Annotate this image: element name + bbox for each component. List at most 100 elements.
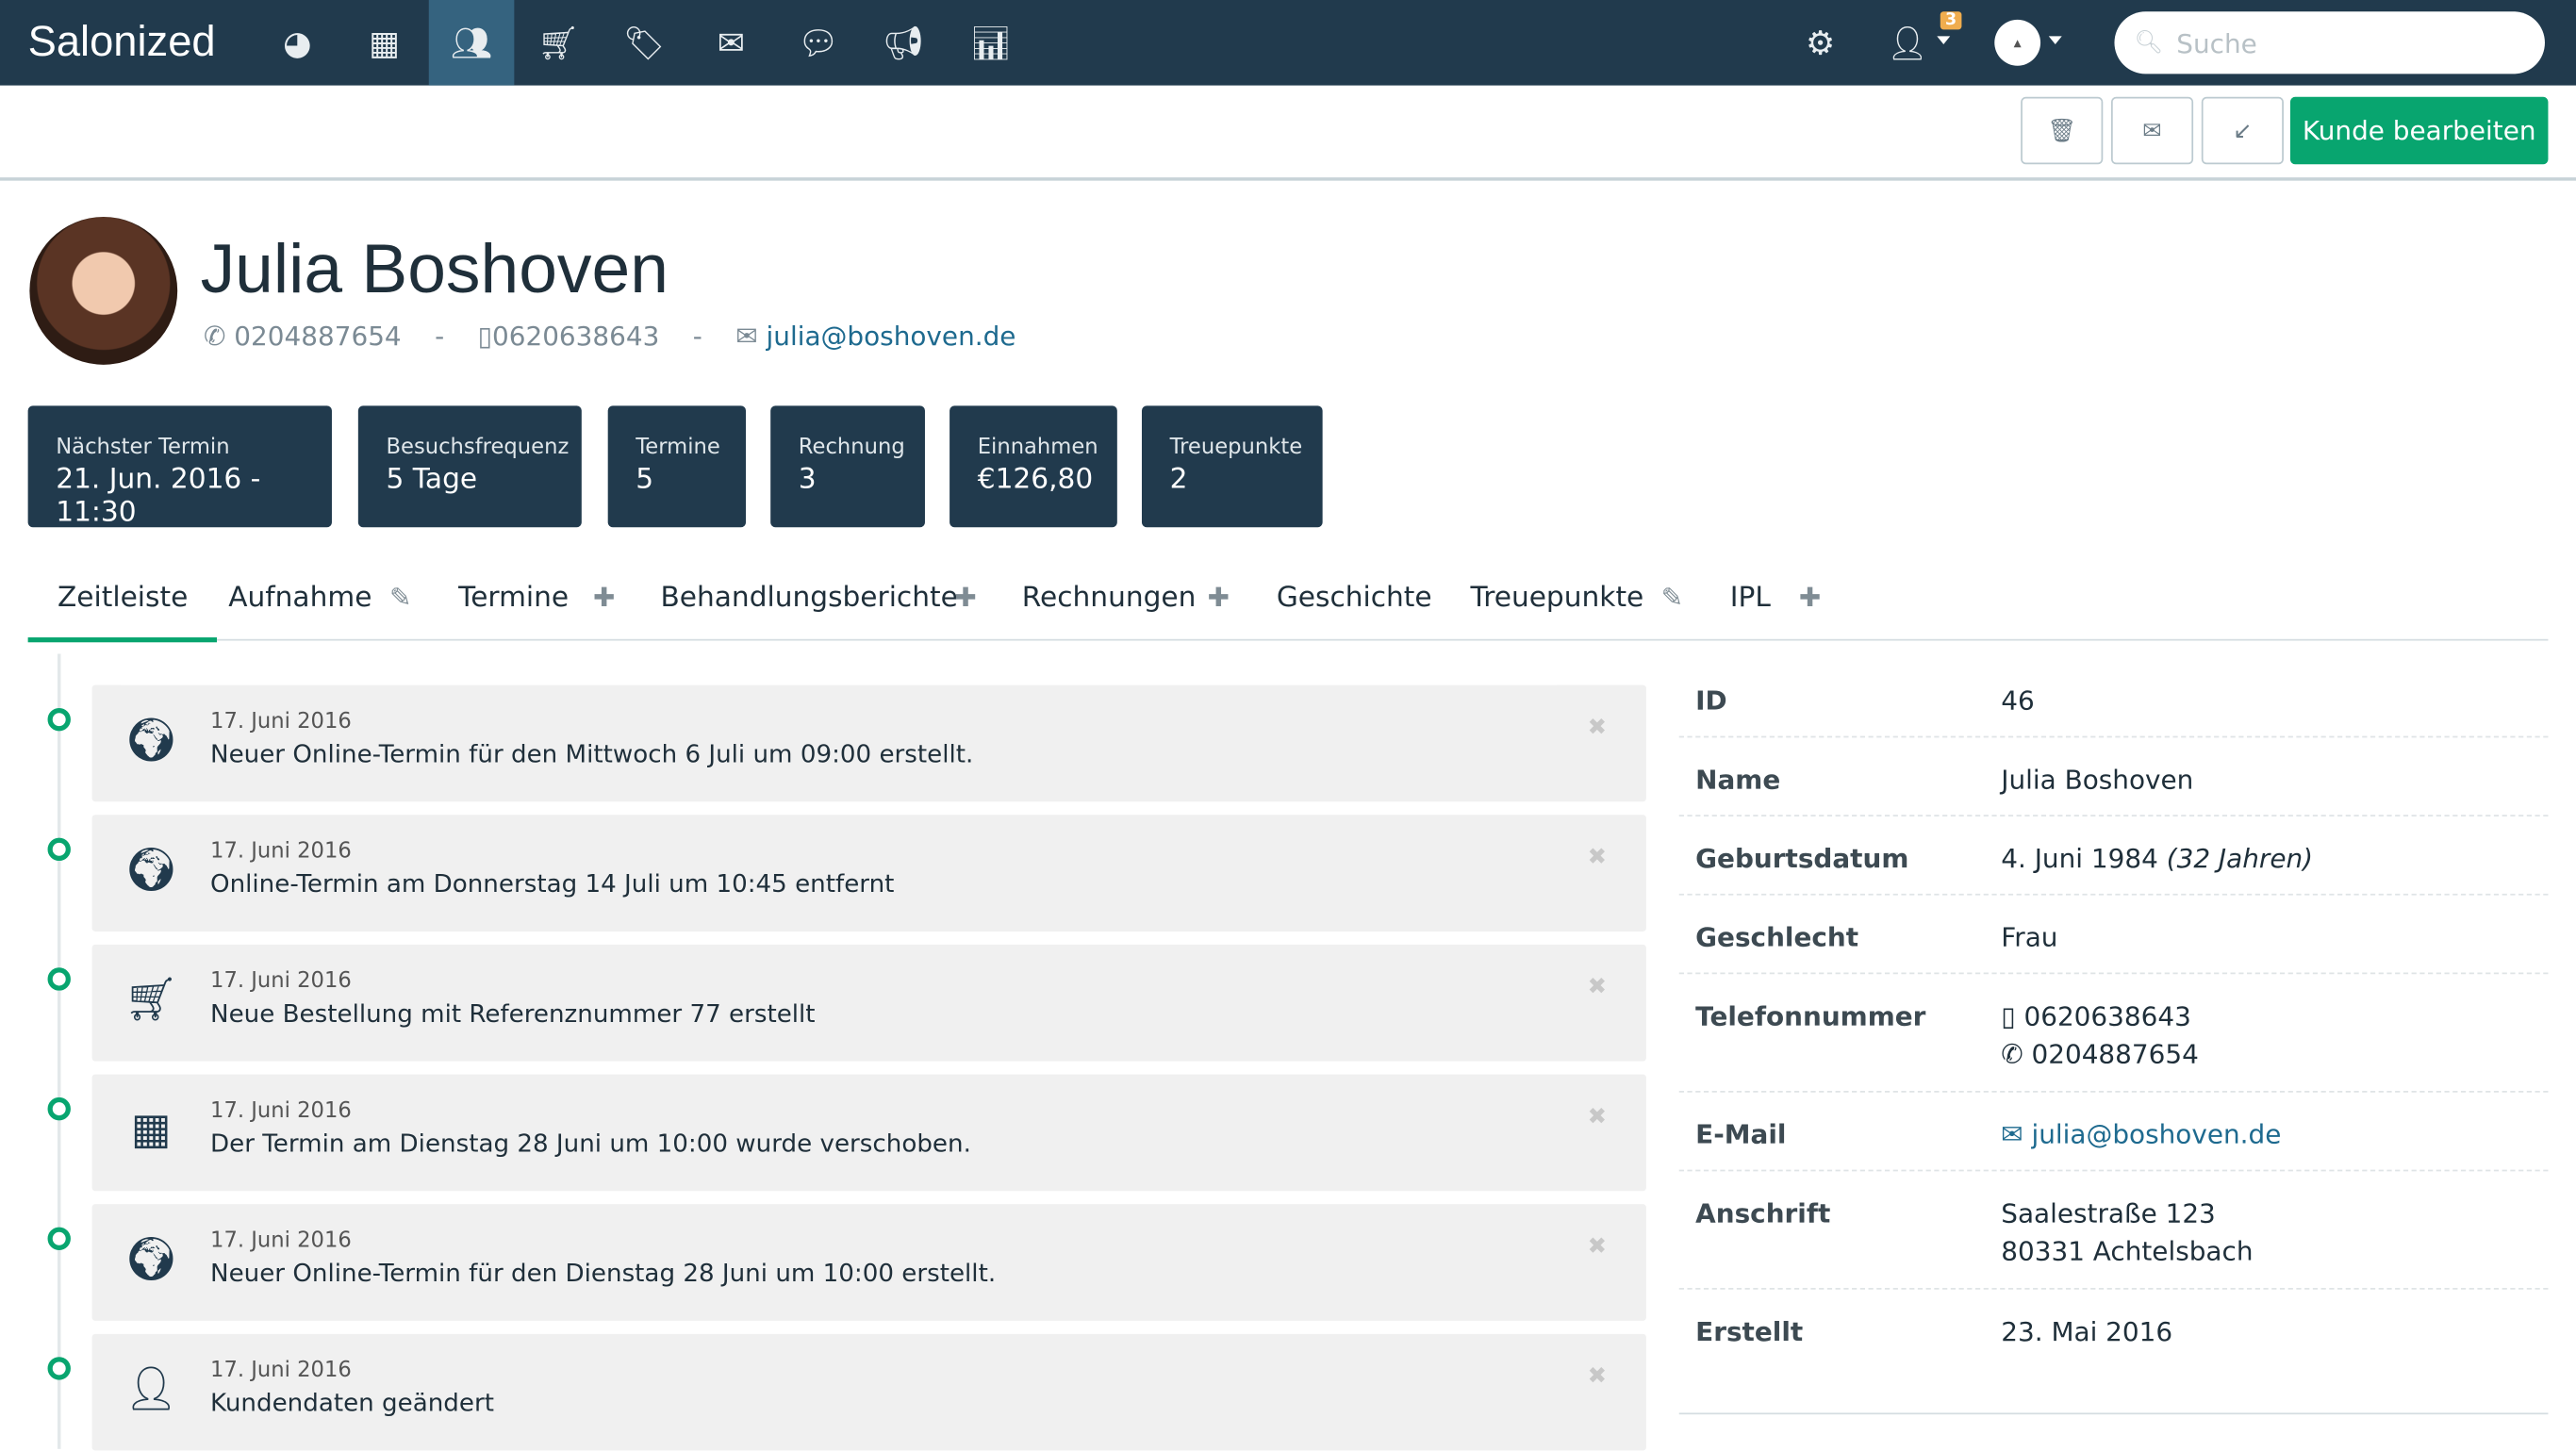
tab-zeitleiste[interactable]: Zeitleiste [27, 581, 219, 643]
detail-phone: Telefonnummer ▯ 0620638643 ✆ 0204887654 [1678, 974, 2549, 1093]
detail-label: Geschlecht [1695, 921, 1859, 953]
customer-name: Julia Boshoven [200, 229, 669, 307]
cart-icon[interactable]: 🛒︎ [537, 23, 580, 63]
delete-button[interactable]: 🗑︎ [2021, 96, 2104, 165]
timeline-line [57, 653, 61, 1449]
close-icon[interactable]: ✖ [1587, 844, 1608, 871]
plus-icon[interactable]: ✚ [1207, 581, 1230, 613]
user-icon: 👤︎ [124, 1364, 179, 1415]
merge-button[interactable]: ↙ [2201, 96, 2284, 165]
tab-geschichte[interactable]: Geschichte [1276, 581, 1432, 615]
phone-number: 0204887654 [2031, 1038, 2199, 1070]
timeline-item: ▦ 17. Juni 2016 Der Termin am Dienstag 2… [91, 1074, 1646, 1192]
brand-logo[interactable]: Salonized [27, 16, 216, 66]
phone-icon: ✆ [204, 320, 226, 352]
timeline-text: Online-Termin am Donnerstag 14 Juli um 1… [210, 868, 895, 899]
stat-next-appointment: Nächster Termin 21. Jun. 2016 - 11:30 [27, 405, 332, 529]
stat-invoices: Rechnung 3 [770, 405, 925, 528]
settings-gears-icon[interactable]: ⚙︎ [1805, 23, 1836, 63]
envelope-icon: ✉︎ [735, 320, 758, 352]
close-icon[interactable]: ✖ [1587, 714, 1608, 741]
close-icon[interactable]: ✖ [1587, 1363, 1608, 1391]
separator: - [692, 320, 702, 352]
phone-number: 0204887654 [234, 320, 402, 352]
mobile-number: 0620638643 [491, 320, 660, 352]
close-icon[interactable]: ✖ [1587, 1103, 1608, 1130]
stat-value: €126,80 [977, 463, 1094, 497]
timeline-item: 🌍︎ 17. Juni 2016 Online-Termin am Donner… [91, 815, 1646, 932]
tab-ipl[interactable]: IPL [1729, 581, 1771, 615]
cart-icon: 🛒︎ [124, 975, 179, 1026]
search-box: 🔍︎ [2114, 11, 2545, 74]
detail-label: E-Mail [1695, 1118, 1787, 1150]
customer-tabs: Zeitleiste Aufnahme ✎ Termine ✚ Behandlu… [27, 567, 2549, 643]
timeline-date: 17. Juni 2016 [210, 1098, 352, 1124]
envelope-icon[interactable]: ✉︎ [717, 23, 745, 63]
compress-icon: ↙ [2233, 117, 2253, 144]
tab-aufnahme[interactable]: Aufnahme [228, 581, 372, 615]
detail-value: ▯ 0620638643 ✆ 0204887654 [2001, 998, 2199, 1073]
detail-label: Geburtsdatum [1695, 842, 1909, 874]
stat-revenue: Einnahmen €126,80 [949, 405, 1117, 528]
timeline-dot [47, 1227, 71, 1250]
search-input[interactable] [2172, 25, 2509, 60]
dashboard-icon[interactable]: ◕ [283, 23, 312, 63]
action-toolbar: 🗑︎ ✉︎ ↙ Kunde bearbeiten [0, 86, 2576, 181]
detail-value: ✉︎ julia@boshoven.de [2001, 1115, 2281, 1153]
detail-value: 4. Juni 1984 (32 Jahren) [2001, 839, 2313, 877]
timeline-item: 👤︎ 17. Juni 2016 Kundendaten geändert ✖ [91, 1333, 1646, 1451]
age: (32 Jahren) [2166, 842, 2314, 874]
separator: - [435, 320, 445, 352]
user-menu-icon[interactable]: 👤︎ [1886, 23, 1929, 63]
plus-icon[interactable]: ✚ [954, 581, 977, 613]
stat-loyalty-points: Treuepunkte 2 [1141, 405, 1323, 528]
tab-behandlungsberichte[interactable]: Behandlungsberichte [660, 581, 958, 615]
tab-termine[interactable]: Termine [458, 581, 570, 615]
plus-icon[interactable]: ✚ [1798, 581, 1822, 613]
tab-treuepunkte[interactable]: Treuepunkte [1470, 581, 1644, 615]
timeline-date: 17. Juni 2016 [210, 709, 352, 734]
detail-address: Anschrift Saalestraße 123 80331 Achtelsbac… [1678, 1171, 2549, 1290]
stat-label: Rechnung [798, 435, 905, 460]
calendar-icon[interactable]: ▦ [369, 23, 401, 63]
globe-icon: 🌍︎ [124, 716, 179, 766]
close-icon[interactable]: ✖ [1587, 1233, 1608, 1261]
pencil-icon[interactable]: ✎ [1660, 581, 1683, 613]
edit-customer-button[interactable]: Kunde bearbeiten [2289, 96, 2549, 165]
stat-value: 2 [1169, 463, 1188, 497]
timeline-text: Neuer Online-Termin für den Dienstag 28 … [210, 1258, 997, 1289]
customer-avatar [29, 216, 178, 365]
mobile-number: 0620638643 [2023, 1000, 2191, 1032]
detail-created: Erstellt 23. Mai 2016 [1678, 1290, 2549, 1415]
top-navbar: Salonized ◕ ▦ 👥︎ 🛒︎ 🏷︎ ✉︎ 💬︎ 📢︎ 📊︎ ⚙︎ 👤︎… [0, 0, 2576, 86]
caret-down-icon[interactable] [2048, 36, 2062, 45]
caret-down-icon[interactable] [1937, 36, 1951, 45]
timeline-text: Kundendaten geändert [210, 1388, 494, 1418]
email-button[interactable]: ✉︎ [2110, 96, 2194, 165]
detail-value: Frau [2001, 921, 2058, 953]
chat-icon[interactable]: 💬︎ [797, 23, 839, 63]
bar-chart-icon[interactable]: 📊︎ [969, 23, 1012, 63]
detail-value: Julia Boshoven [2001, 764, 2194, 796]
salon-logo-avatar[interactable]: ▲ [1994, 19, 2041, 66]
plus-icon[interactable]: ✚ [593, 581, 616, 613]
customers-icon[interactable]: 👥︎ [428, 0, 515, 86]
notification-badge: 3 [1940, 11, 1962, 30]
timeline-item: 🛒︎ 17. Juni 2016 Neue Bestellung mit Ref… [91, 944, 1646, 1062]
stat-label: Einnahmen [977, 435, 1098, 460]
timeline-date: 17. Juni 2016 [210, 1228, 352, 1254]
pencil-icon[interactable]: ✎ [388, 581, 412, 613]
close-icon[interactable]: ✖ [1587, 974, 1608, 1001]
mobile-icon: ▯ [2001, 1000, 2016, 1032]
detail-email: E-Mail ✉︎ julia@boshoven.de [1678, 1093, 2549, 1172]
megaphone-icon[interactable]: 📢︎ [883, 23, 925, 63]
tags-icon[interactable]: 🏷︎ [622, 23, 666, 63]
detail-name: Name Julia Boshoven [1678, 737, 2549, 816]
detail-label: ID [1695, 684, 1727, 717]
tab-rechnungen[interactable]: Rechnungen [1021, 581, 1197, 615]
stat-label: Treuepunkte [1169, 435, 1303, 460]
email-link[interactable]: julia@boshoven.de [766, 320, 1016, 352]
email-link[interactable]: julia@boshoven.de [2031, 1118, 2282, 1150]
timeline-item: 🌍︎ 17. Juni 2016 Neuer Online-Termin für… [91, 684, 1646, 802]
stat-value: 3 [798, 463, 817, 497]
